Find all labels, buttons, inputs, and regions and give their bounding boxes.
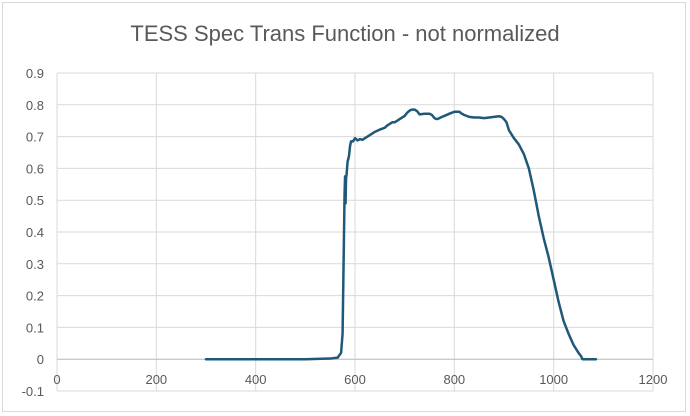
x-tick-label: 1000 xyxy=(539,372,568,387)
y-tick-label: 0 xyxy=(37,352,44,367)
y-tick-label: 0.1 xyxy=(26,320,44,335)
y-tick-label: 0.4 xyxy=(26,225,44,240)
x-tick-label: 200 xyxy=(145,372,167,387)
x-tick-label: 600 xyxy=(344,372,366,387)
y-tick-label: 0.2 xyxy=(26,289,44,304)
chart-plot: -0.1 0 0.1 0.2 0.3 0.4 0.5 0.6 0.7 0.8 0.9 0 200 400 6… xyxy=(22,66,668,399)
series-line xyxy=(204,108,598,361)
chart-title: TESS Spec Trans Function - not normalize… xyxy=(130,21,560,46)
x-tick-label: 800 xyxy=(443,372,465,387)
x-tick-label: 400 xyxy=(245,372,267,387)
y-tick-label: 0.3 xyxy=(26,257,44,272)
y-tick-label: -0.1 xyxy=(22,384,44,399)
x-tick-label: 0 xyxy=(53,372,60,387)
y-tick-label: 0.9 xyxy=(26,66,44,81)
y-tick-label: 0.6 xyxy=(26,161,44,176)
y-tick-label: 0.8 xyxy=(26,98,44,113)
x-tick-label: 1200 xyxy=(639,372,668,387)
y-tick-label: 0.7 xyxy=(26,130,44,145)
y-tick-label: 0.5 xyxy=(26,193,44,208)
chart-area: TESS Spec Trans Function - not normalize… xyxy=(2,2,686,412)
